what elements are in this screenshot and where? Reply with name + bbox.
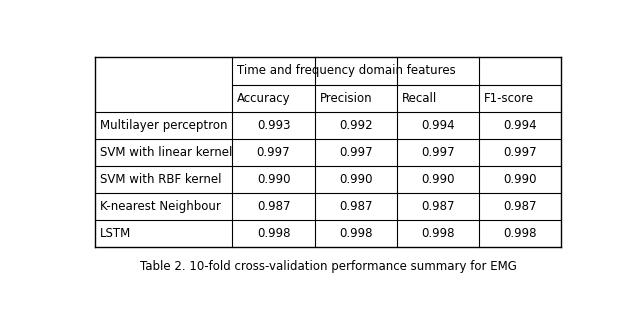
Text: 0.997: 0.997 <box>421 146 454 159</box>
Text: 0.994: 0.994 <box>503 119 537 132</box>
Text: 0.990: 0.990 <box>503 173 537 186</box>
Text: 0.987: 0.987 <box>339 200 372 213</box>
Text: 0.990: 0.990 <box>339 173 372 186</box>
Text: Time and frequency domain features: Time and frequency domain features <box>237 64 456 77</box>
Text: 0.997: 0.997 <box>339 146 372 159</box>
Text: 0.990: 0.990 <box>257 173 291 186</box>
Text: Recall: Recall <box>402 92 437 105</box>
Text: F1-score: F1-score <box>484 92 534 105</box>
Text: Accuracy: Accuracy <box>237 92 291 105</box>
Text: 0.998: 0.998 <box>421 227 454 240</box>
Text: 0.994: 0.994 <box>421 119 454 132</box>
Text: SVM with RBF kernel: SVM with RBF kernel <box>100 173 221 186</box>
Text: Precision: Precision <box>319 92 372 105</box>
Text: SVM with linear kernel: SVM with linear kernel <box>100 146 232 159</box>
Text: 0.992: 0.992 <box>339 119 372 132</box>
Text: 0.990: 0.990 <box>421 173 454 186</box>
Text: 0.998: 0.998 <box>257 227 291 240</box>
Text: 0.998: 0.998 <box>339 227 372 240</box>
Text: LSTM: LSTM <box>100 227 131 240</box>
Text: 0.987: 0.987 <box>257 200 291 213</box>
Text: 0.987: 0.987 <box>421 200 454 213</box>
Text: 0.997: 0.997 <box>257 146 291 159</box>
Text: 0.993: 0.993 <box>257 119 291 132</box>
Text: Table 2. 10-fold cross-validation performance summary for EMG: Table 2. 10-fold cross-validation perfor… <box>140 260 516 273</box>
Text: 0.998: 0.998 <box>503 227 537 240</box>
Text: 0.997: 0.997 <box>503 146 537 159</box>
Text: 0.987: 0.987 <box>503 200 537 213</box>
Text: Multilayer perceptron: Multilayer perceptron <box>100 119 227 132</box>
Text: K-nearest Neighbour: K-nearest Neighbour <box>100 200 221 213</box>
